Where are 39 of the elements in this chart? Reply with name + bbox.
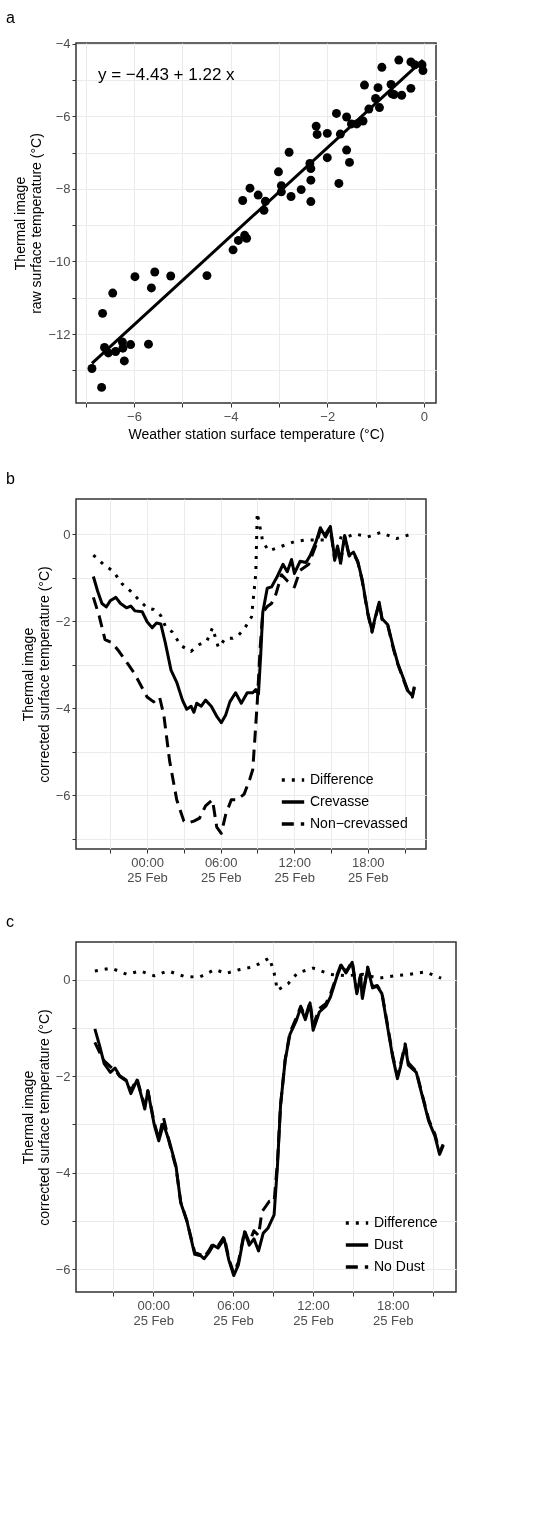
x-tick-label: 18:00 25 Feb [348, 854, 389, 885]
y-tick-label: −4 [55, 700, 71, 716]
y-tick-label: −10 [48, 253, 71, 269]
y-tick-label: 0 [63, 526, 71, 542]
y-tick-label: −2 [55, 1068, 71, 1084]
x-tick-label: −4 [223, 408, 239, 424]
y-tick-label: −4 [55, 1165, 71, 1181]
legend-label: Non−crevassed [310, 815, 408, 831]
x-axis-title: Weather station surface temperature (°C) [128, 425, 385, 442]
y-axis-title: Thermal image raw surface temperature (°C) [12, 133, 45, 314]
y-tick-label: −6 [55, 108, 71, 124]
y-tick-label: −6 [55, 1261, 71, 1277]
x-tick-label: 06:00 25 Feb [200, 854, 242, 885]
y-tick-label: −8 [55, 181, 71, 197]
legend-label: Crevasse [310, 793, 370, 809]
y-tick-label: −12 [48, 326, 71, 342]
legend-label: No Dust [374, 1258, 425, 1274]
y-tick-label: −2 [55, 613, 71, 629]
y-axis-title: Thermal image corrected surface temperature (°C) [19, 1009, 52, 1226]
x-tick-label: −2 [320, 408, 336, 424]
chart-title: b [6, 470, 15, 487]
chart-title: a [6, 8, 15, 26]
y-tick-label: 0 [63, 972, 71, 988]
chart-title: c [6, 913, 14, 930]
y-tick-label: −6 [55, 787, 71, 803]
x-tick-label: 0 [420, 408, 429, 424]
x-tick-label: 18:00 25 Feb [373, 1297, 414, 1328]
y-tick-label: −4 [55, 36, 71, 52]
y-axis-title: Thermal image corrected surface temperature (°C) [19, 566, 52, 783]
legend-label: Difference [310, 771, 374, 787]
annotation: y = −4.43 + 1.22 x [98, 65, 236, 84]
x-tick-label: 00:00 25 Feb [133, 1297, 174, 1328]
x-tick-label: −6 [127, 408, 142, 424]
legend-label: Dust [374, 1236, 403, 1252]
x-tick-label: 06:00 25 Feb [213, 1297, 254, 1328]
x-tick-label: 12:00 25 Feb [293, 1297, 334, 1328]
x-tick-label: 00:00 25 Feb [127, 854, 168, 885]
x-tick-label: 12:00 25 Feb [274, 854, 315, 885]
legend-label: Difference [374, 1214, 438, 1230]
